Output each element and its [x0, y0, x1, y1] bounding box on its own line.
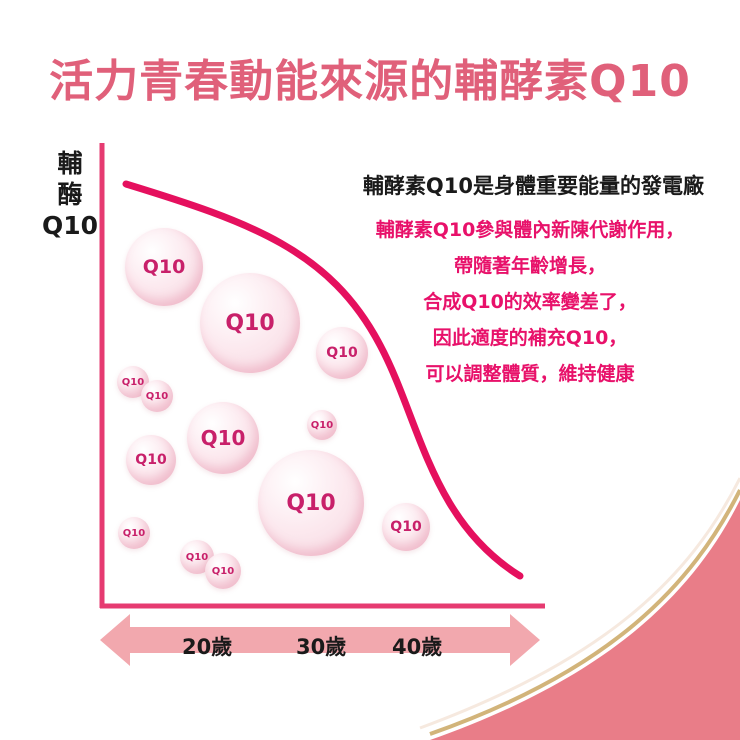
q10-bubble: Q10: [205, 553, 241, 589]
q10-bubble: Q10: [125, 228, 203, 306]
q10-bubble-label: Q10: [225, 310, 275, 336]
q10-bubble: Q10: [118, 517, 150, 549]
age-label-20: 20歲: [182, 635, 233, 659]
age-label-40: 40歲: [392, 635, 443, 659]
gold-accent-line: [429, 489, 740, 736]
q10-bubble: Q10: [126, 435, 176, 485]
age-range-arrow: [100, 614, 540, 666]
description-line: 帶隨著年齡增長，: [453, 255, 606, 277]
q10-bubble: Q10: [258, 450, 364, 556]
white-accent-line: [419, 477, 740, 730]
description-line: 因此適度的補充Q10，: [432, 327, 628, 349]
q10-bubble-label: Q10: [135, 452, 167, 468]
q10-bubble-label: Q10: [122, 527, 146, 539]
page-title: 活力青春動能來源的輔酵素Q10: [49, 56, 691, 107]
bottom-right-wave-decoration: [430, 500, 740, 740]
q10-bubble: Q10: [141, 380, 173, 412]
description-line: 合成Q10的效率變差了，: [423, 291, 637, 313]
y-axis-label: 輔 酶 Q10: [38, 148, 102, 241]
q10-bubble: Q10: [200, 273, 300, 373]
q10-bubble-label: Q10: [390, 519, 422, 535]
q10-bubble-label: Q10: [145, 390, 169, 402]
q10-bubble: Q10: [307, 410, 337, 440]
q10-bubble-label: Q10: [121, 376, 145, 388]
description-line: 輔酵素Q10參與體內新陳代謝作用，: [375, 219, 685, 241]
q10-bubble-label: Q10: [200, 426, 246, 450]
q10-bubble: Q10: [382, 503, 430, 551]
y-axis-label-char: 酶: [57, 180, 83, 209]
q10-bubble-label: Q10: [142, 256, 186, 278]
q10-bubble-label: Q10: [286, 490, 336, 516]
q10-bubble-label: Q10: [326, 345, 358, 361]
y-axis-label-char: 輔: [57, 149, 83, 178]
q10-bubble-label: Q10: [211, 565, 235, 577]
description-line: 可以調整體質，維持健康: [425, 363, 635, 385]
declining-q10-curve: [122, 180, 524, 580]
q10-bubble-label: Q10: [185, 551, 209, 563]
q10-bubble-label: Q10: [310, 419, 334, 431]
q10-bubble: Q10: [187, 402, 259, 474]
y-axis-label-char: Q10: [41, 211, 99, 240]
headline: 輔酵素Q10是身體重要能量的發電廠: [362, 174, 704, 198]
q10-bubble: Q10: [316, 327, 368, 379]
description: 輔酵素Q10參與體內新陳代謝作用， 帶隨著年齡增長， 合成Q10的效率變差了， …: [340, 212, 720, 392]
age-label-30: 30歲: [296, 635, 347, 659]
